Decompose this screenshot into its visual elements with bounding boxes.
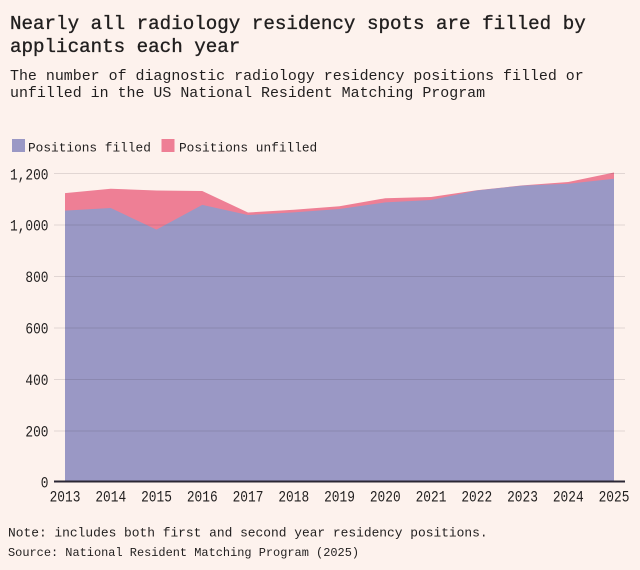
svg-text:2016: 2016 [187,490,218,508]
svg-text:2020: 2020 [370,490,401,508]
svg-text:2015: 2015 [141,490,172,508]
svg-text:1,000: 1,000 [10,218,48,236]
svg-text:Positions filled: Positions filled [28,141,151,156]
svg-text:2013: 2013 [50,490,81,508]
svg-text:2019: 2019 [324,490,355,508]
svg-text:200: 200 [25,424,48,442]
svg-text:1,200: 1,200 [10,167,48,185]
svg-text:Positions unfilled: Positions unfilled [179,141,317,156]
svg-text:2018: 2018 [278,490,309,508]
svg-text:2022: 2022 [461,490,492,508]
svg-text:Source: National Resident Matc: Source: National Resident Matching Progr… [8,546,359,560]
svg-text:2021: 2021 [416,490,447,508]
svg-text:400: 400 [25,373,48,391]
svg-text:Note: includes both first and: Note: includes both first and second yea… [8,525,488,540]
svg-text:0: 0 [41,475,49,493]
svg-text:2017: 2017 [233,490,264,508]
svg-text:2023: 2023 [507,490,538,508]
svg-text:2025: 2025 [599,490,630,508]
svg-text:800: 800 [25,270,48,288]
svg-text:600: 600 [25,321,48,339]
svg-text:2014: 2014 [95,490,126,508]
svg-text:2024: 2024 [553,490,584,508]
